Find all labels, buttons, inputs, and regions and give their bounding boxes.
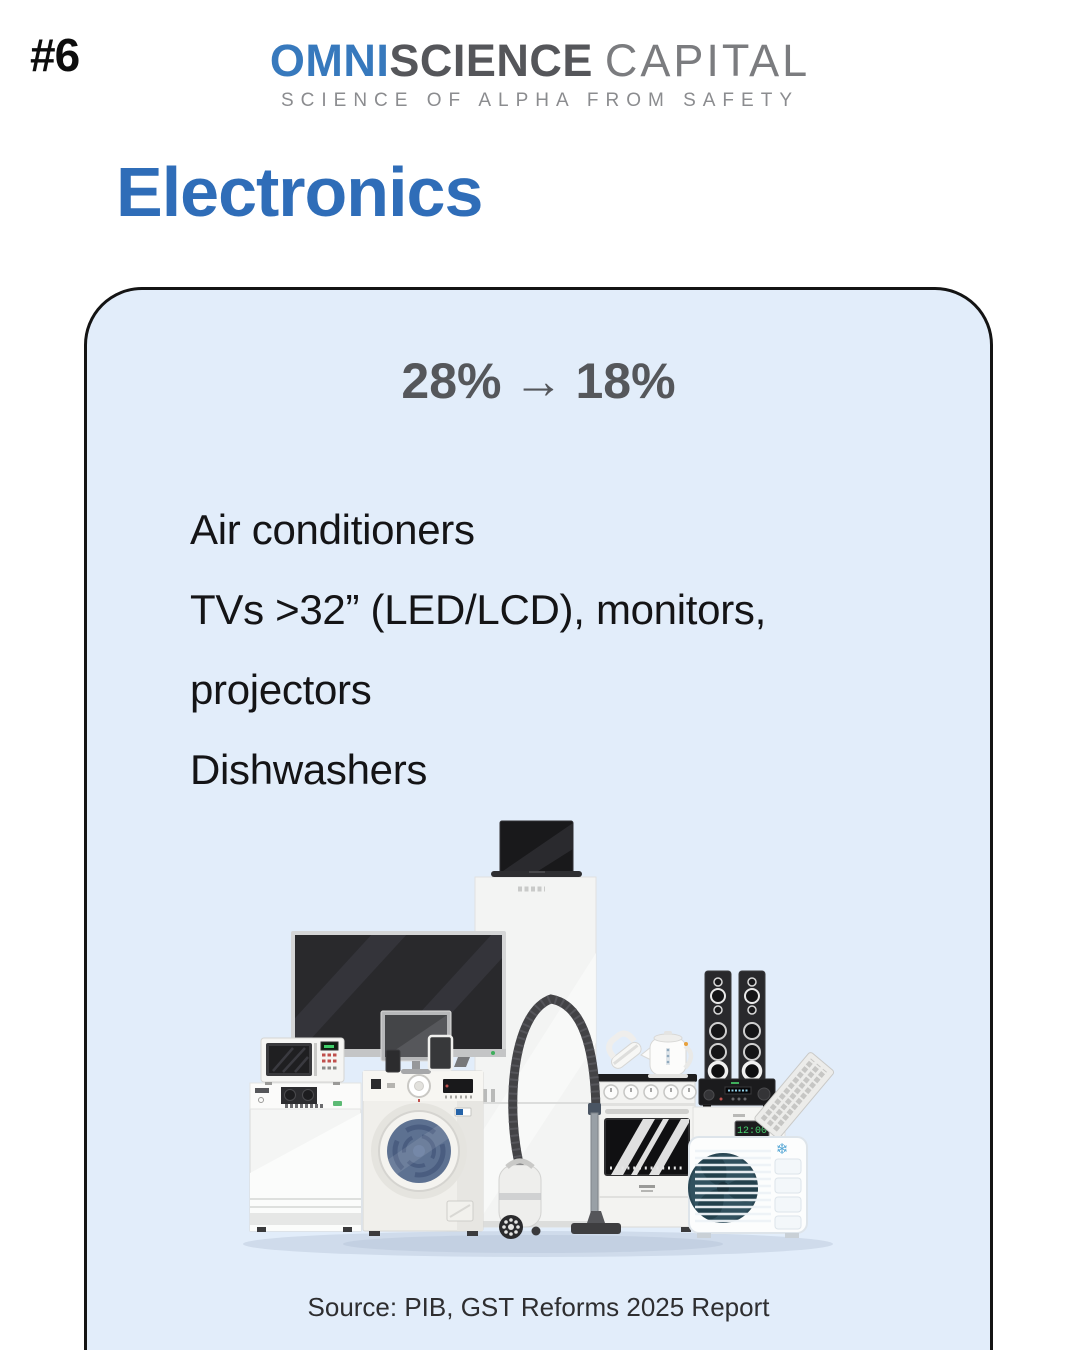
gst-rate-change: 28% → 18% — [87, 352, 990, 410]
floor-shadow — [243, 1231, 833, 1257]
rate-to: 18% — [575, 353, 676, 409]
stove-oven-icon — [597, 1074, 697, 1232]
rate-from: 28% — [401, 353, 502, 409]
appliances-illustration: 12:00 — [243, 820, 835, 1257]
washing-machine-icon — [362, 1070, 484, 1236]
snowflake-icon: ❄ — [776, 1141, 789, 1158]
category-card: 28% → 18% Air conditioners TVs >32” (LED/L… — [84, 287, 993, 1350]
right-arrow-icon: → — [513, 353, 564, 409]
brand-name: OMNISCIENCE CAPITAL — [0, 38, 1080, 83]
speakers-icon — [701, 970, 769, 1086]
vacuum-cleaner-icon — [498, 994, 621, 1239]
slide-number: #6 — [30, 29, 80, 81]
clock-text: 12:00 — [737, 1126, 767, 1137]
av-receiver-icon — [698, 1078, 776, 1109]
tablet-icon — [427, 1034, 454, 1072]
brand-logo: OMNISCIENCE CAPITAL SCIENCE OF ALPHA FROM… — [0, 38, 1080, 112]
brand-tagline: SCIENCE OF ALPHA FROM SAFETY — [280, 90, 799, 111]
air-conditioner-icon: ❄ — [688, 1136, 808, 1238]
tv-icon — [291, 931, 506, 1067]
brand-name-part-science: SCIENCE — [389, 35, 593, 86]
brand-name-part-capital: CAPITAL — [604, 35, 811, 86]
iron-icon — [606, 1030, 642, 1069]
laptop-icon — [491, 820, 582, 877]
source-note: Source: PIB, GST Reforms 2025 Report — [307, 1292, 770, 1322]
keyboard-icon — [754, 1052, 835, 1139]
kettle-icon — [640, 1031, 694, 1078]
page-title: Electronics — [116, 153, 483, 231]
item-list: Air conditioners TVs >32” (LED/LCD), mon… — [190, 490, 830, 810]
smartphone-icon — [385, 1049, 401, 1073]
dishwasher-icon — [249, 1082, 362, 1232]
microwave-icon — [260, 1037, 345, 1085]
list-item: TVs >32” (LED/LCD), monitors, projectors — [190, 586, 766, 713]
list-item: Dishwashers — [190, 746, 428, 793]
list-item: Air conditioners — [190, 506, 475, 553]
brand-name-part-omni: OMNI — [269, 35, 390, 86]
